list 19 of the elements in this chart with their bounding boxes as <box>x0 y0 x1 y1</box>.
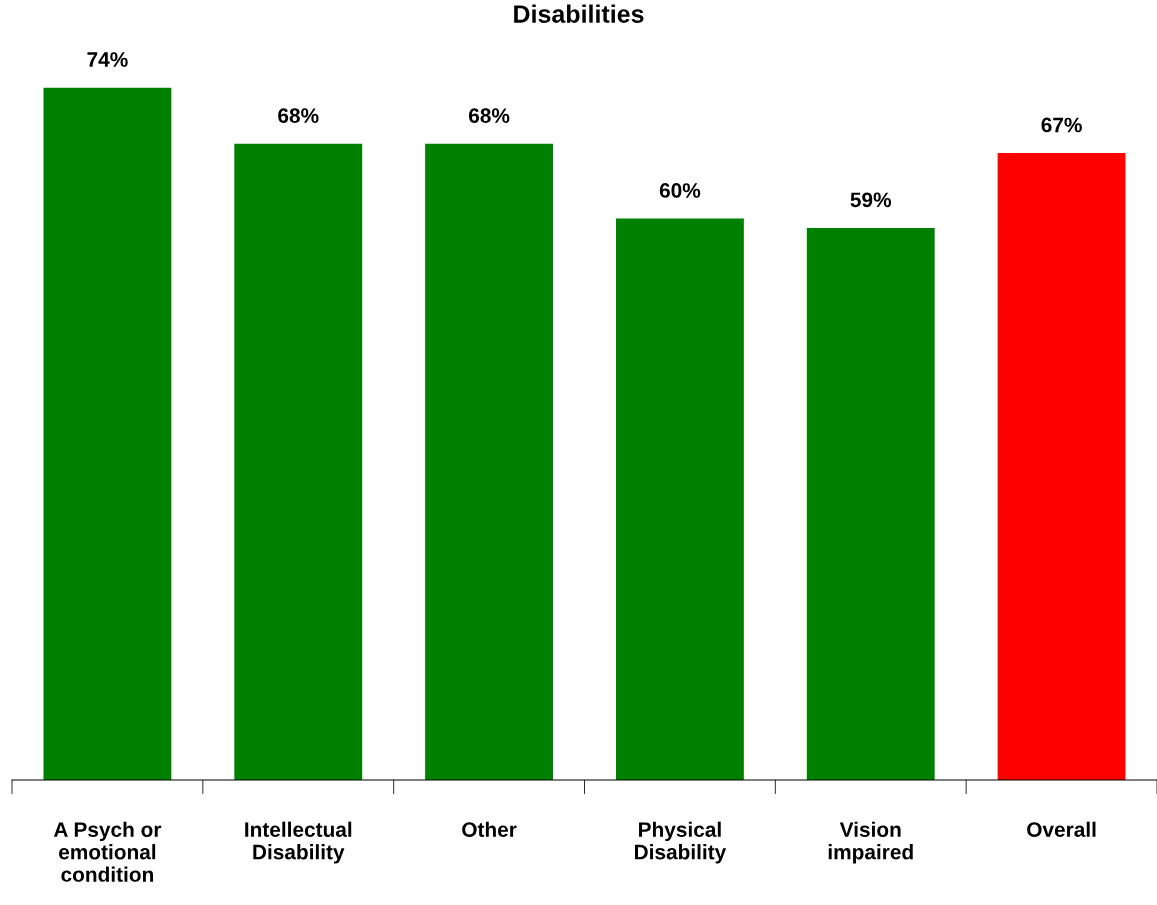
data-label: 68% <box>278 108 319 123</box>
bar <box>806 227 935 780</box>
x-tick-label: A Psych or emotional condition <box>53 821 162 882</box>
data-label: 74% <box>87 52 128 67</box>
bar <box>234 143 363 780</box>
data-label: 59% <box>850 192 892 208</box>
data-label: 68% <box>469 108 510 123</box>
bar <box>43 87 172 780</box>
x-tick-label: Overall <box>1027 821 1096 837</box>
bar <box>997 153 1126 780</box>
x-tick-label: Intellectual Disability <box>245 821 352 864</box>
x-tick-label: Physical Disability <box>635 821 727 864</box>
chart-title: Disabilities <box>514 4 644 23</box>
x-tick-label: Other <box>462 821 517 837</box>
bar <box>615 218 744 780</box>
bar <box>425 143 554 780</box>
data-label: 60% <box>659 183 701 198</box>
data-label: 67% <box>1041 117 1082 133</box>
x-tick-label: Vision impaired <box>828 821 913 864</box>
